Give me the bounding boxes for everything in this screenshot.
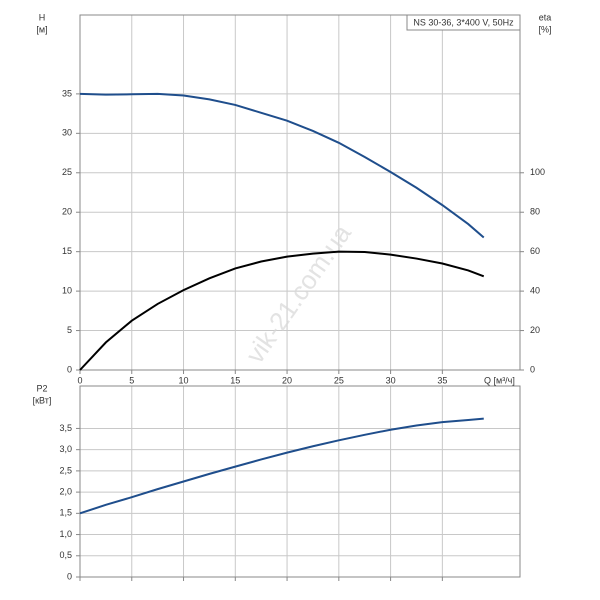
- y-tick-label: 2,5: [59, 465, 72, 475]
- x-tick-label: 25: [334, 375, 344, 385]
- y-tick-label: 35: [62, 88, 72, 98]
- y-axis-unit: [кВт]: [33, 395, 52, 405]
- x-axis-label: Q [м³/ч]: [484, 375, 515, 385]
- y-tick-label: 5: [67, 325, 72, 335]
- y-tick-label: 0: [67, 364, 72, 374]
- y2-tick-label: 60: [530, 246, 540, 256]
- plot-frame: [79, 14, 521, 371]
- curve: [79, 417, 484, 515]
- y-tick-label: 1,0: [59, 529, 72, 539]
- y2-tick-label: 40: [530, 285, 540, 295]
- y-tick-label: 2,0: [59, 486, 72, 496]
- y2-axis-label: eta: [539, 12, 552, 22]
- y-axis-label: P2: [36, 383, 47, 393]
- y-axis-label: H: [39, 12, 46, 22]
- y2-tick-label: 80: [530, 207, 540, 217]
- x-tick-label: 35: [437, 375, 447, 385]
- curve: [79, 92, 485, 239]
- x-tick-label: 10: [179, 375, 189, 385]
- plot-frame: [79, 385, 521, 578]
- y-tick-label: 10: [62, 285, 72, 295]
- x-tick-label: 0: [77, 375, 82, 385]
- watermark: vik-21.com.ua: [240, 218, 358, 368]
- y-tick-label: 0,5: [59, 550, 72, 560]
- y-axis-unit: [м]: [36, 24, 47, 34]
- y-tick-label: 25: [62, 167, 72, 177]
- x-tick-label: 5: [129, 375, 134, 385]
- y-tick-label: 3,0: [59, 444, 72, 454]
- y2-tick-label: 0: [530, 364, 535, 374]
- title-box: [406, 14, 521, 31]
- y-tick-label: 20: [62, 207, 72, 217]
- x-tick-label: 20: [282, 375, 292, 385]
- y-tick-label: 1,5: [59, 508, 72, 518]
- y-tick-label: 0: [67, 571, 72, 581]
- y2-tick-label: 20: [530, 325, 540, 335]
- y-tick-label: 30: [62, 128, 72, 138]
- y-tick-label: 15: [62, 246, 72, 256]
- x-tick-label: 30: [386, 375, 396, 385]
- y2-tick-label: 100: [530, 167, 545, 177]
- chart-title: NS 30-36, 3*400 V, 50Hz: [413, 17, 514, 27]
- curve: [79, 250, 485, 371]
- y-tick-label: 3,5: [59, 423, 72, 433]
- x-tick-label: 15: [230, 375, 240, 385]
- y2-axis-unit: [%]: [538, 24, 551, 34]
